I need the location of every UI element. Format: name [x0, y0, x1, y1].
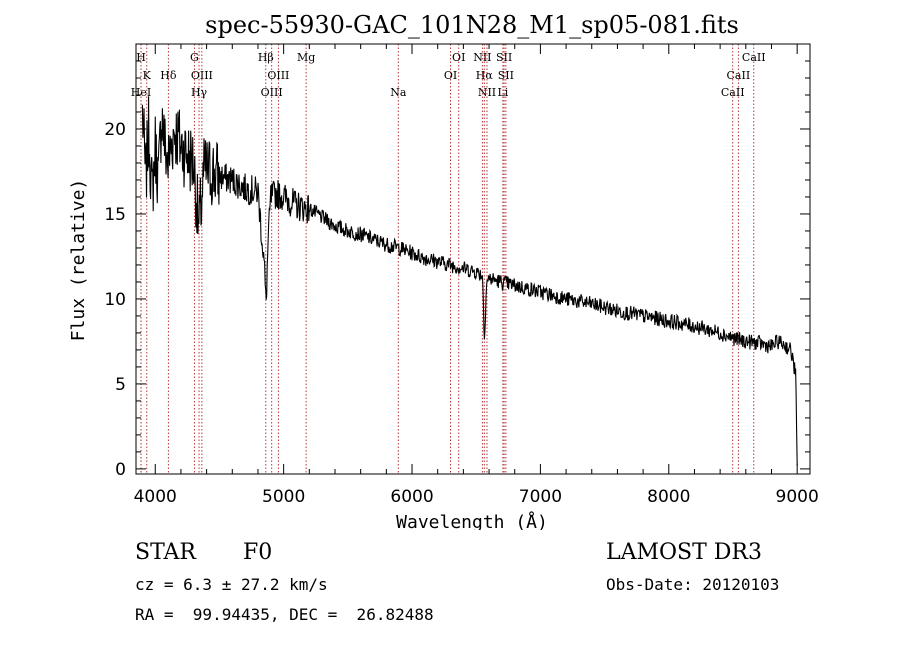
line-label-19: Li [497, 86, 508, 99]
survey-name: LAMOST DR3 [606, 540, 762, 565]
x-tick-label-4000: 4000 [134, 487, 177, 507]
y-axis-label: Flux (relative) [68, 179, 89, 342]
line-label-1: K [143, 69, 152, 82]
line-label-7: Hβ [258, 51, 274, 64]
object-subclass: F0 [243, 540, 273, 565]
line-label-11: Na [390, 86, 407, 99]
spectral-line-markers [140, 44, 755, 474]
line-label-21: CaII [727, 69, 751, 82]
chart-title: spec-55930-GAC_101N28_M1_sp05-081.fits [205, 11, 739, 39]
plot-frame [135, 43, 811, 475]
line-label-4: G [190, 51, 199, 64]
y-axis-ticks: 0 5 10 15 20 [104, 60, 810, 480]
line-label-17: SII [498, 69, 514, 82]
redshift-readout: cz = 6.3 ± 27.2 km/s [135, 575, 328, 594]
line-label-16: Hα [476, 69, 494, 82]
line-label-3: Hδ [160, 69, 177, 82]
object-class: STAR [135, 540, 196, 565]
line-label-0: H [136, 51, 146, 64]
line-label-5: OIII [191, 69, 213, 82]
line-label-15: SII [496, 51, 512, 64]
spectrum-line [141, 96, 798, 466]
x-tick-label-7000: 7000 [519, 487, 562, 507]
y-tick-label-10: 10 [104, 290, 126, 310]
line-label-10: Mg [297, 51, 315, 64]
x-tick-label-9000: 9000 [776, 487, 819, 507]
line-label-8: OIII [267, 69, 289, 82]
line-label-6: Hγ [191, 86, 208, 99]
x-axis-ticks: 4000 5000 6000 7000 8000 9000 [134, 44, 819, 507]
x-tick-label-5000: 5000 [262, 487, 305, 507]
y-tick-label-5: 5 [115, 375, 126, 395]
x-tick-label-8000: 8000 [647, 487, 690, 507]
line-label-18: NII [478, 86, 496, 99]
sky-coordinates: RA = 99.94435, DEC = 26.82488 [135, 605, 434, 624]
y-tick-label-15: 15 [104, 205, 126, 225]
line-label-20: CaII [742, 51, 766, 64]
line-label-22: CaII [721, 86, 745, 99]
line-label-12: OI [452, 51, 465, 64]
y-tick-label-0: 0 [115, 460, 126, 480]
line-label-13: OI [444, 69, 457, 82]
line-label-9: OIII [261, 86, 283, 99]
x-tick-label-6000: 6000 [390, 487, 433, 507]
line-label-14: NII [473, 51, 491, 64]
y-tick-label-20: 20 [104, 120, 126, 140]
x-axis-label: Wavelength (Å) [396, 511, 548, 530]
observation-date: Obs-Date: 20120103 [606, 575, 780, 594]
